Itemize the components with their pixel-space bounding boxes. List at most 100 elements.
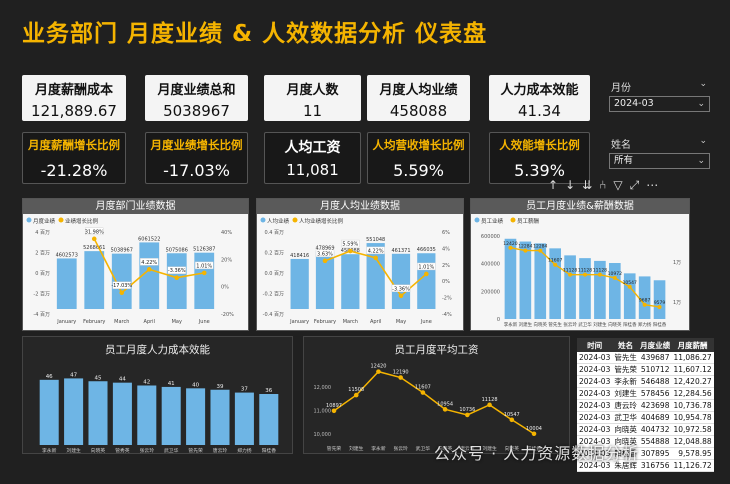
x-tick-label: 向晓英: [91, 447, 106, 454]
kpi-value: 5.59%: [393, 161, 444, 180]
focus-mode-icon[interactable]: ⤢: [629, 178, 647, 192]
series-point: [398, 375, 403, 380]
expand-hierarchy-icon[interactable]: ⑃: [599, 178, 614, 192]
kpi-performance-growth: 月度业绩增长比例 -17.03%: [145, 132, 248, 184]
kpi-value: 5038967: [163, 102, 230, 120]
bar-value-label: 6061522: [138, 236, 160, 242]
table-row[interactable]: 2024-03 向晓英 554888 12,048.88: [577, 435, 714, 448]
chart-title: 员工月度业绩&薪酬数据: [471, 199, 689, 214]
kpi-efficiency-growth: 人效能增长比例 5.39%: [489, 132, 590, 184]
arrow-down-icon[interactable]: ↓: [565, 178, 583, 192]
x-tick-label: 郑力扬: [237, 447, 252, 454]
bar: [234, 392, 254, 445]
more-options-icon[interactable]: ⋯: [646, 178, 666, 192]
legend-marker: [260, 217, 266, 223]
kpi-label: 月度业绩总和: [157, 83, 236, 98]
table-cell: 578456: [638, 387, 672, 400]
data-label: -17.03%: [111, 283, 132, 289]
bar: [504, 238, 517, 319]
series-point: [568, 272, 573, 277]
table-cell: 武卫华: [612, 411, 639, 424]
table-row[interactable]: 2024-03 管先生 439687 11,086.27: [577, 352, 714, 364]
table-cell: 546488: [638, 375, 672, 388]
table-header-cell[interactable]: 月度业绩: [638, 338, 672, 352]
series-point: [509, 417, 515, 423]
data-label-box: [341, 239, 360, 248]
arrow-up-icon[interactable]: ↑: [548, 178, 566, 192]
legend-marker: [510, 217, 516, 223]
bar-value-label: 40: [192, 382, 199, 388]
table-cell: 11,607.12: [671, 363, 714, 376]
double-arrow-down-icon[interactable]: ⇊: [582, 178, 600, 192]
table-row[interactable]: 2024-03 刘建生 578456 12,284.56: [577, 387, 714, 400]
name-select[interactable]: 所有 ⌄: [609, 153, 710, 169]
x-tick-label: 刘建生: [66, 447, 81, 454]
series-point: [583, 272, 587, 277]
bar: [653, 280, 666, 319]
month-slicer: 月份 ⌄ 2024-03 ⌄: [609, 79, 710, 112]
table-row[interactable]: 2024-03 朱居辉 316756 11,126.72: [577, 459, 714, 472]
chart-title: 月度部门业绩数据: [23, 199, 248, 214]
kpi-label: 人效能增长比例: [499, 138, 580, 152]
y-tick-label: 1万: [673, 260, 681, 266]
bar: [579, 258, 591, 319]
bar-value-label: 418416: [290, 253, 309, 259]
bar: [186, 388, 206, 445]
table-row[interactable]: 2024-03 阳桂香 307895 9,578.95: [577, 447, 714, 460]
page-title: 业务部门 月度业绩 & 人效数据分析 仪表盘: [22, 21, 488, 47]
x-tick-label: January: [289, 319, 309, 325]
table-cell: 12,048.88: [671, 435, 714, 448]
x-tick-label: 李永新: [371, 445, 386, 452]
table-cell: 554888: [638, 435, 672, 448]
table-header-cell[interactable]: 姓名: [612, 338, 639, 352]
table-cell: 2024-03: [577, 387, 613, 400]
table-header-cell[interactable]: 时间: [577, 338, 613, 352]
chevron-down-icon[interactable]: ⌄: [699, 79, 707, 89]
table-row[interactable]: 2024-03 管先荣 510712 11,607.12: [577, 363, 714, 376]
data-label-box: [391, 284, 411, 293]
x-tick-label: March: [114, 319, 129, 325]
data-label-box: [85, 227, 104, 236]
bar: [366, 243, 385, 309]
x-tick-label: 武卫华: [578, 321, 592, 328]
table-row[interactable]: 2024-03 武卫华 404689 10,954.78: [577, 411, 714, 424]
kpi-label: 月度人数: [286, 83, 339, 98]
series-point: [91, 236, 97, 242]
chevron-down-icon[interactable]: ⌄: [699, 136, 707, 146]
table-header-cell[interactable]: 月度薪酬: [671, 338, 714, 352]
bar-value-label: 478969: [315, 246, 334, 252]
y-tick-label: 0%: [221, 285, 229, 291]
name-select-value: 所有: [614, 155, 634, 166]
x-tick-label: May: [172, 319, 182, 325]
average-salary-chart: 12,000 11,000 10,000 10897 管先荣 11508 刘建生 12420 李…: [314, 364, 542, 452]
y-tick-label: 10,000: [314, 432, 332, 438]
table-header-row: 时间 姓名 月度业绩 月度薪酬: [577, 338, 714, 352]
legend-marker: [26, 217, 32, 223]
data-label: 12190: [393, 370, 409, 376]
kpi-value: 11: [302, 102, 323, 120]
bar: [56, 258, 77, 309]
data-label: 10004: [526, 426, 542, 432]
x-tick-label: 武卫华: [416, 445, 431, 452]
bar: [84, 251, 105, 309]
name-slicer-title: 姓名: [611, 140, 631, 151]
table-cell: 唐云玲: [612, 399, 639, 412]
data-label: 4.22%: [141, 260, 157, 266]
cost-efficiency-chart: 46 李永新 47 刘建生 45 向晓英 44 管秀英 42 张云玲 41 武卫华 40 管先荣 39 唐云玲…: [39, 372, 279, 454]
table-cell: 2024-03: [577, 411, 613, 424]
table-cell: 12,284.56: [671, 387, 714, 400]
series-point: [398, 293, 404, 299]
table-row[interactable]: 2024-03 向晓英 404732 10,972.58: [577, 423, 714, 436]
series-line: [333, 370, 535, 435]
y-tick-label: 1万: [673, 300, 681, 306]
table-row[interactable]: 2024-03 唐云玲 423698 10,736.78: [577, 399, 714, 412]
x-tick-label: 郑力扬: [638, 321, 652, 328]
bar-value-label: 5038967: [111, 248, 133, 254]
month-select[interactable]: 2024-03 ⌄: [609, 96, 710, 112]
bar: [519, 241, 532, 319]
data-label-box: [140, 258, 159, 266]
bar: [638, 276, 651, 319]
table-row[interactable]: 2024-03 李永新 546488 12,420.27: [577, 375, 714, 388]
filter-icon[interactable]: ▽: [613, 178, 630, 192]
